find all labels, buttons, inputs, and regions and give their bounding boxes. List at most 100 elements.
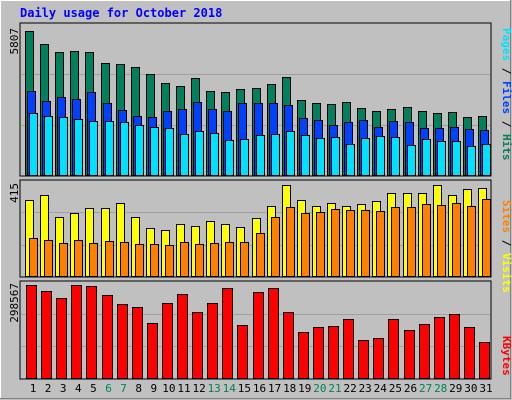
pages-bar-day-19 [301, 135, 310, 176]
x-tick-label-day-3: 3 [60, 382, 67, 395]
sites-bar-day-20 [316, 212, 325, 277]
x-tick-label-day-28: 28 [434, 382, 447, 395]
x-tick-labels: 1 2 3 4 5 6 7 8 9 10 11 12 13 14 15 16 17 18 19 20 21 22 23 24 2… [30, 382, 493, 395]
x-tick-label-day-5: 5 [90, 382, 97, 395]
sites-bar-day-17 [271, 217, 280, 277]
sites-bar-day-19 [301, 213, 310, 277]
x-tick-label-day-8: 8 [135, 382, 142, 395]
pages-bar-day-4 [74, 119, 83, 176]
pages-bar-day-29 [452, 141, 461, 176]
kbytes-bar-day-6 [102, 295, 113, 379]
kbytes-bar-day-25 [388, 319, 399, 379]
x-tick-label-day-25: 25 [389, 382, 402, 395]
x-tick-label-day-21: 21 [328, 382, 341, 395]
x-tick-label-day-27: 27 [419, 382, 432, 395]
x-tick-label-day-11: 11 [177, 382, 190, 395]
kbytes-bar-day-22 [343, 319, 354, 379]
legend-separator: / [500, 114, 512, 134]
bar-marks [25, 31, 491, 379]
x-tick-label-day-17: 17 [268, 382, 281, 395]
pages-bar-day-16 [256, 135, 265, 176]
sites-bar-day-11 [180, 242, 189, 277]
kbytes-bar-day-4 [71, 285, 82, 379]
x-tick-label-day-12: 12 [192, 382, 205, 395]
x-tick-label-day-20: 20 [313, 382, 326, 395]
ymax-label-kbytes: 298567 [8, 283, 21, 323]
kbytes-bar-day-29 [449, 314, 460, 379]
kbytes-bar-day-16 [253, 292, 264, 379]
pages-bar-day-8 [135, 125, 144, 176]
sites-bar-day-1 [29, 238, 38, 277]
sites-bar-day-3 [59, 243, 68, 277]
x-tick-label-day-7: 7 [120, 382, 127, 395]
sites-bar-day-15 [240, 242, 249, 277]
pages-bar-day-13 [210, 133, 219, 176]
x-tick-label-day-9: 9 [150, 382, 157, 395]
kbytes-bar-day-28 [434, 317, 445, 379]
sites-bar-day-13 [210, 243, 219, 277]
sites-bar-day-5 [89, 243, 98, 277]
pages-bar-day-26 [407, 145, 416, 176]
x-tick-label-day-18: 18 [283, 382, 296, 395]
kbytes-bar-day-8 [132, 307, 143, 379]
x-tick-label-day-1: 1 [30, 382, 37, 395]
sites-bar-day-27 [422, 204, 431, 277]
kbytes-bar-day-1 [26, 285, 37, 379]
pages-bar-day-9 [150, 127, 159, 176]
kbytes-bar-day-21 [328, 326, 339, 379]
chart-title: Daily usage for October 2018 [20, 6, 222, 20]
pages-bar-day-27 [422, 139, 431, 176]
pages-bar-day-24 [376, 136, 385, 176]
legend-separator: / [500, 61, 512, 81]
pages-bar-day-1 [29, 113, 38, 176]
pages-bar-day-12 [195, 131, 204, 176]
legend-visits: Visits [500, 253, 512, 293]
legend-kbytes: KBytes [500, 336, 512, 376]
sites-bar-day-23 [361, 210, 370, 277]
x-tick-label-day-2: 2 [45, 382, 52, 395]
sites-bar-day-4 [74, 240, 83, 277]
kbytes-bar-day-17 [268, 288, 279, 379]
kbytes-bar-day-26 [404, 330, 415, 379]
x-tick-label-day-14: 14 [223, 382, 237, 395]
sites-bar-day-2 [44, 240, 53, 277]
sites-bar-day-22 [346, 210, 355, 277]
sites-bar-day-25 [391, 207, 400, 277]
kbytes-bar-day-12 [192, 312, 203, 379]
sites-bar-day-21 [331, 209, 340, 277]
kbytes-bar-day-31 [479, 342, 490, 379]
sites-bar-day-7 [120, 242, 129, 277]
kbytes-bar-day-15 [237, 325, 248, 379]
sites-bar-day-29 [452, 203, 461, 277]
kbytes-bar-day-11 [177, 294, 188, 379]
x-tick-label-day-24: 24 [374, 382, 388, 395]
pages-bar-day-25 [391, 137, 400, 176]
x-tick-label-day-13: 13 [208, 382, 221, 395]
x-tick-label-day-10: 10 [162, 382, 175, 395]
pages-bar-day-30 [467, 146, 476, 176]
x-tick-label-day-6: 6 [105, 382, 112, 395]
sites-bar-day-12 [195, 244, 204, 277]
sites-bar-day-8 [135, 244, 144, 277]
pages-bar-day-18 [286, 131, 295, 176]
kbytes-bar-day-27 [419, 324, 430, 379]
sites-bar-day-31 [482, 199, 491, 277]
legend-files: Files [500, 81, 512, 114]
x-tick-label-day-30: 30 [464, 382, 477, 395]
pages-bar-day-5 [89, 121, 98, 176]
pages-bar-day-17 [271, 134, 280, 176]
x-tick-label-day-23: 23 [359, 382, 372, 395]
kbytes-bar-day-18 [283, 312, 294, 379]
legend-hits-files-pages: Pages / Files / Hits [500, 28, 512, 161]
pages-bar-day-31 [482, 144, 491, 176]
sites-bar-day-9 [150, 244, 159, 277]
x-tick-label-day-19: 19 [298, 382, 311, 395]
kbytes-bar-day-7 [117, 304, 128, 379]
ymax-label-hits: 5807 [8, 28, 21, 55]
pages-bar-day-14 [225, 140, 234, 176]
pages-bar-day-28 [437, 141, 446, 176]
pages-bar-day-11 [180, 134, 189, 176]
legend-hits: Hits [500, 134, 512, 161]
pages-bar-day-15 [240, 139, 249, 176]
